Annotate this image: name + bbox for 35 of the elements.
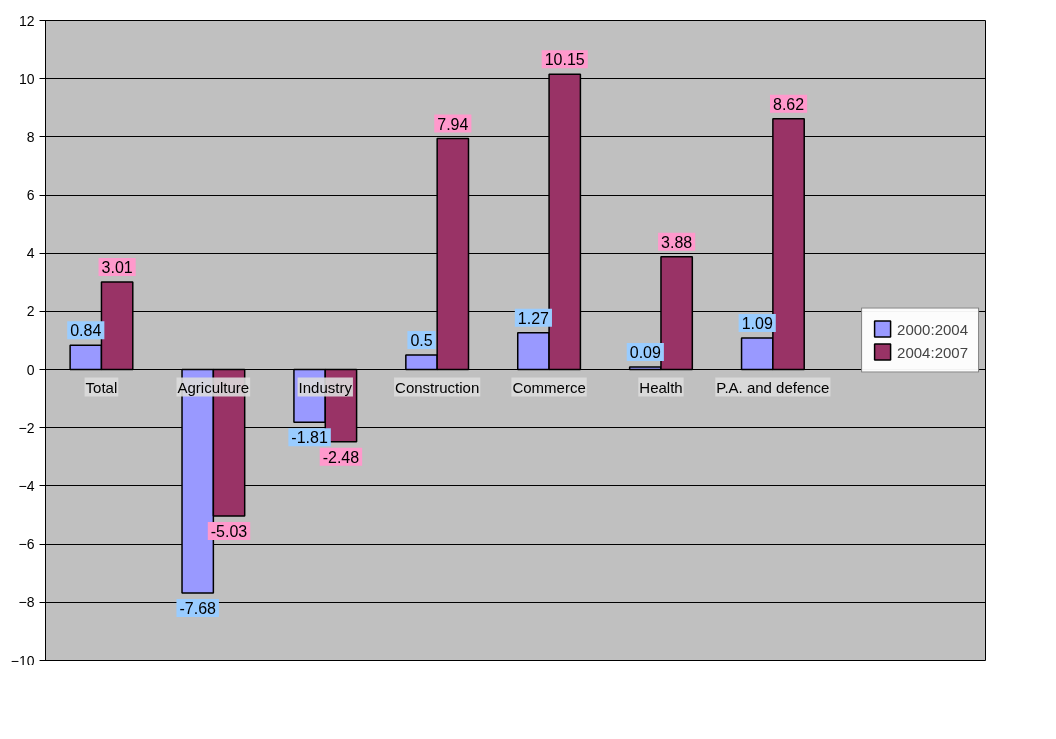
y-tick-label: 2 (26, 303, 35, 320)
data-label: 0.5 (410, 332, 433, 350)
data-label: -5.03 (210, 522, 248, 540)
data-label: 3.01 (101, 259, 133, 277)
y-tick-label: −8 (18, 594, 35, 611)
y-tick-label: 12 (18, 12, 35, 29)
y-tick-label: −10 (10, 652, 35, 669)
data-label: -7.68 (179, 600, 217, 618)
y-tick-label: 4 (26, 245, 35, 262)
x-tick-label: Total (85, 378, 118, 396)
y-tick-label: −4 (18, 477, 35, 494)
data-label: 0.84 (70, 322, 102, 340)
data-label: 1.27 (517, 309, 550, 327)
x-tick-label: Health (639, 378, 683, 396)
data-label: -1.81 (291, 429, 328, 447)
data-label: -2.48 (322, 448, 360, 466)
data-label: 0.09 (629, 343, 661, 361)
y-tick-label: −6 (18, 536, 35, 553)
x-tick-label: Commerce (512, 378, 586, 396)
y-tick-label: −2 (18, 419, 35, 436)
y-tick-label: 8 (26, 128, 35, 145)
y-tick-label: 6 (26, 187, 35, 204)
x-tick-label: Construction (395, 378, 480, 396)
y-tick-label: 10 (18, 70, 35, 87)
legend-label: 2004:2007 (897, 343, 968, 360)
x-tick-label: Industry (298, 378, 353, 396)
data-label: 1.09 (741, 314, 773, 332)
y-tick-label: 0 (26, 361, 35, 378)
data-label: 3.88 (661, 233, 693, 251)
x-tick-label: Agriculture (177, 378, 250, 396)
legend-label: 2000:2004 (897, 320, 968, 337)
data-label: 10.15 (544, 51, 585, 69)
data-label: 7.94 (437, 115, 469, 133)
data-label: 8.62 (772, 95, 805, 113)
x-tick-label: P.A. and defence (716, 378, 830, 396)
